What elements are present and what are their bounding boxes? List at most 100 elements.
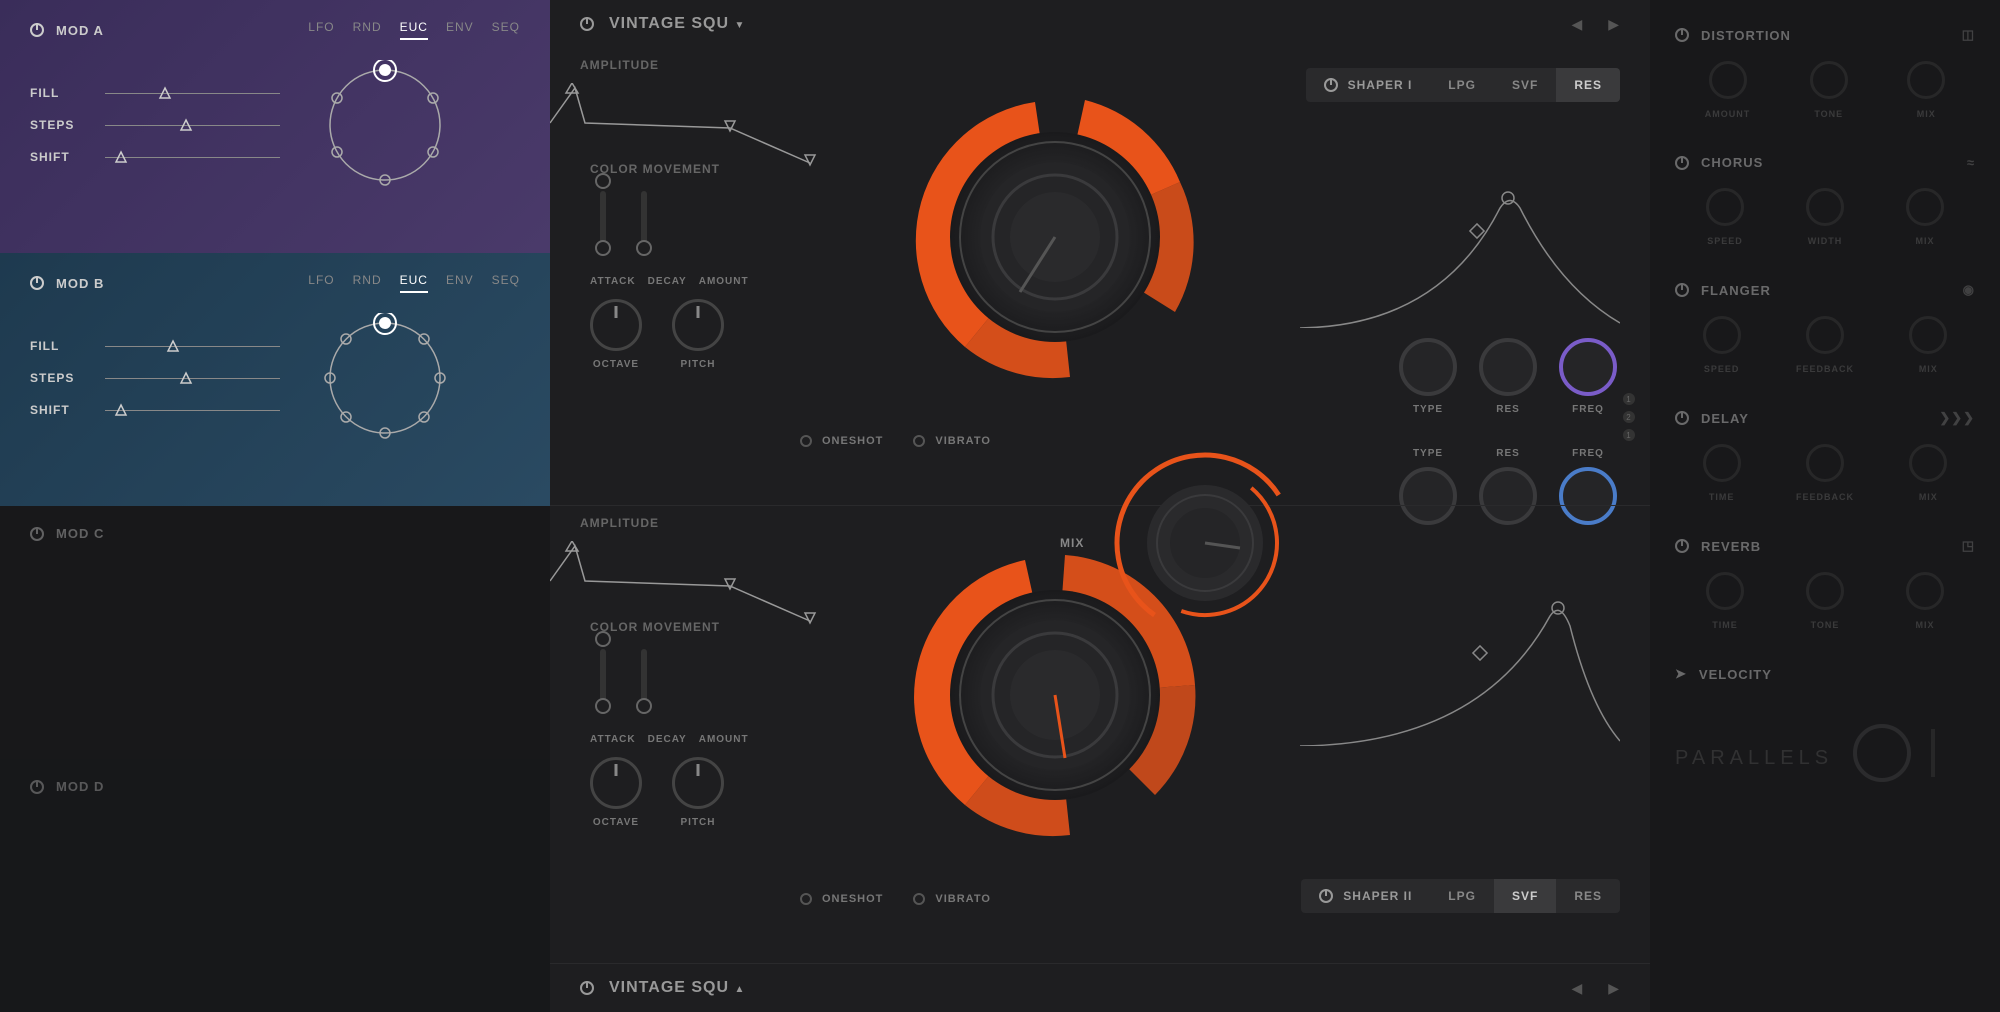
feedback-knob[interactable] (1806, 316, 1844, 354)
velocity-title: VELOCITY (1699, 667, 1772, 682)
arrow-icon[interactable]: ➤ (1675, 666, 1687, 682)
tab-lfo[interactable]: LFO (308, 20, 334, 40)
distortion-title: DISTORTION (1701, 28, 1791, 43)
brand-label: PARALLELS (1675, 747, 1833, 770)
reverb-title: REVERB (1701, 539, 1761, 554)
ind-dot[interactable]: 2 (1623, 411, 1635, 423)
tab-rnd[interactable]: RND (353, 20, 382, 40)
pitch-knob[interactable] (672, 299, 724, 351)
fill-slider[interactable] (105, 93, 280, 94)
shaper2-title: SHAPER II (1343, 889, 1412, 903)
tab-env[interactable]: ENV (446, 20, 474, 40)
ind-dot[interactable]: 1 (1623, 429, 1635, 441)
tab-euc[interactable]: EUC (400, 20, 428, 40)
mix-knob[interactable] (1906, 572, 1944, 610)
tab-lfo[interactable]: LFO (308, 273, 334, 293)
oneshot-checkbox[interactable]: ONESHOT (800, 435, 883, 447)
tone-knob[interactable] (1806, 572, 1844, 610)
amount-label: AMOUNT (699, 276, 749, 287)
power-icon[interactable] (580, 17, 594, 31)
pitch-knob[interactable] (672, 757, 724, 809)
octave-knob[interactable] (590, 299, 642, 351)
power-icon[interactable] (1675, 283, 1689, 297)
flanger-title: FLANGER (1701, 283, 1771, 298)
mix-knob[interactable]: MIX (1105, 443, 1305, 643)
shift-label: SHIFT (30, 150, 85, 164)
shift-slider[interactable] (105, 157, 280, 158)
shift-slider[interactable] (105, 410, 280, 411)
power-icon[interactable] (1319, 889, 1333, 903)
next-preset-icon[interactable]: ▶ (1608, 16, 1620, 33)
next-preset-icon[interactable]: ▶ (1608, 980, 1620, 997)
movement-slider[interactable] (641, 191, 647, 251)
prev-preset-icon[interactable]: ◀ (1571, 980, 1583, 997)
power-icon[interactable] (30, 780, 44, 794)
mix-knob[interactable] (1907, 61, 1945, 99)
reverb-icon: ◳ (1962, 538, 1975, 554)
mod-b-title: MOD B (56, 276, 104, 291)
tab-env[interactable]: ENV (446, 273, 474, 293)
power-icon[interactable] (30, 527, 44, 541)
tone-knob[interactable] (1810, 61, 1848, 99)
delay-panel: DELAY❯❯❯ TIME FEEDBACK MIX (1675, 398, 1975, 514)
power-icon[interactable] (1675, 156, 1689, 170)
feedback-knob[interactable] (1806, 444, 1844, 482)
mix-label: MIX (1060, 536, 1084, 550)
amount-label: AMOUNT (699, 734, 749, 745)
mix-knob[interactable] (1909, 444, 1947, 482)
master-volume-knob[interactable] (1853, 724, 1911, 782)
vibrato-checkbox[interactable]: VIBRATO (913, 893, 991, 905)
tab-rnd[interactable]: RND (353, 273, 382, 293)
power-icon[interactable] (1675, 28, 1689, 42)
shaper-tab-svf[interactable]: SVF (1494, 879, 1556, 913)
octave-knob[interactable] (590, 757, 642, 809)
power-icon[interactable] (1675, 539, 1689, 553)
speed-knob[interactable] (1706, 188, 1744, 226)
pitch-label: PITCH (681, 817, 716, 828)
shaper-tab-lpg[interactable]: LPG (1430, 879, 1494, 913)
flanger-panel: FLANGER◉ SPEED FEEDBACK MIX (1675, 270, 1975, 386)
amount-knob[interactable] (1709, 61, 1747, 99)
ind-dot[interactable]: 1 (1623, 393, 1635, 405)
delay-icon: ❯❯❯ (1939, 410, 1975, 426)
fill-slider[interactable] (105, 346, 280, 347)
osc2-title[interactable]: VINTAGE SQU ▲ (609, 979, 745, 997)
speed-knob[interactable] (1703, 316, 1741, 354)
power-icon[interactable] (580, 981, 594, 995)
steps-slider[interactable] (105, 378, 280, 379)
osc1-title[interactable]: VINTAGE SQU ▼ (609, 15, 745, 33)
mod-d-title: MOD D (56, 779, 104, 794)
oneshot-checkbox[interactable]: ONESHOT (800, 893, 883, 905)
prev-preset-icon[interactable]: ◀ (1571, 16, 1583, 33)
mix-knob[interactable] (1909, 316, 1947, 354)
euclidean-circle[interactable] (320, 60, 450, 190)
mod-d-panel: MOD D (0, 759, 550, 1012)
width-knob[interactable] (1806, 188, 1844, 226)
shift-label: SHIFT (30, 403, 85, 417)
tab-euc[interactable]: EUC (400, 273, 428, 293)
mod-a-panel: MOD A LFO RND EUC ENV SEQ FILL (0, 0, 550, 253)
res-knob[interactable] (1479, 338, 1537, 396)
steps-slider[interactable] (105, 125, 280, 126)
shaper-tab-res[interactable]: RES (1556, 879, 1620, 913)
movement-slider[interactable] (641, 649, 647, 709)
euclidean-circle[interactable] (320, 313, 450, 443)
time-knob[interactable] (1706, 572, 1744, 610)
color-slider[interactable] (600, 191, 606, 251)
tab-seq[interactable]: SEQ (492, 20, 520, 40)
steps-label: STEPS (30, 118, 85, 132)
power-icon[interactable] (1675, 411, 1689, 425)
fx-sidebar: DISTORTION◫ AMOUNT TONE MIX CHORUS≈ SPEE… (1650, 0, 2000, 1012)
chorus-icon: ≈ (1967, 155, 1975, 170)
time-knob[interactable] (1703, 444, 1741, 482)
power-icon[interactable] (30, 276, 44, 290)
main-knob-osc1[interactable] (870, 52, 1240, 422)
tab-seq[interactable]: SEQ (492, 273, 520, 293)
power-icon[interactable] (30, 23, 44, 37)
type-knob[interactable] (1399, 338, 1457, 396)
vibrato-checkbox[interactable]: VIBRATO (913, 435, 991, 447)
freq-knob[interactable] (1559, 338, 1617, 396)
mix-knob[interactable] (1906, 188, 1944, 226)
color-movement-label: COLOR MOVEMENT (590, 620, 790, 634)
color-slider[interactable] (600, 649, 606, 709)
